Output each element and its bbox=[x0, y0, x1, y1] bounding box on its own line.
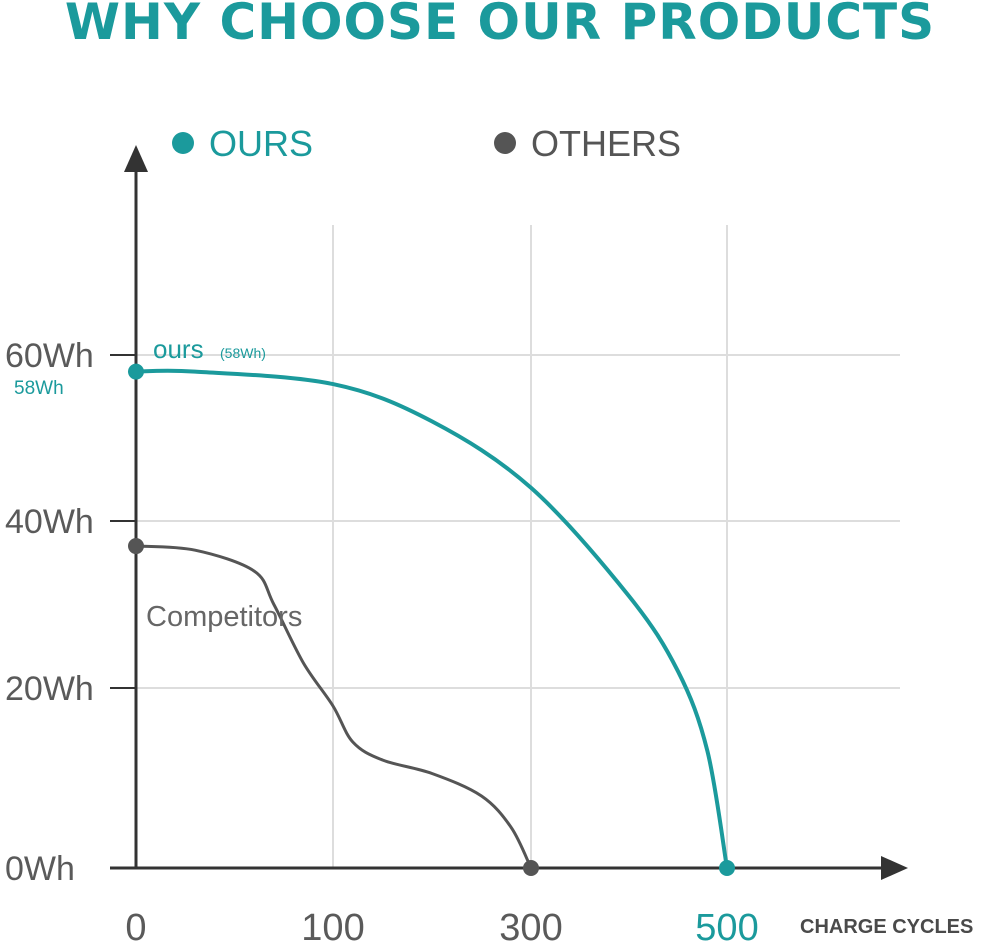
annotation-ours-label: ours bbox=[153, 334, 204, 364]
y-tick-label: 40Wh bbox=[5, 503, 94, 541]
x-tick-label: 300 bbox=[499, 907, 562, 945]
x-axis-arrow-icon bbox=[881, 856, 908, 880]
y-tick-label: 20Wh bbox=[5, 670, 94, 708]
legend-label-others: OTHERS bbox=[531, 123, 681, 164]
x-tick-label: 0 bbox=[125, 907, 146, 945]
x-axis-label: CHARGE CYCLES bbox=[800, 916, 973, 938]
y-tick-label: 60Wh bbox=[5, 337, 94, 375]
data-point-others-end bbox=[523, 860, 539, 876]
annotation-others-label: Competitors bbox=[146, 601, 302, 633]
data-point-others-start bbox=[128, 538, 144, 555]
series-line-others bbox=[135, 544, 533, 869]
y-tick-label: 0Wh bbox=[5, 850, 75, 888]
annotation-ours-start-value: 58Wh bbox=[14, 378, 64, 399]
data-point-ours-end bbox=[719, 860, 735, 876]
series-line-ours bbox=[135, 368, 729, 869]
data-point-ours-start bbox=[128, 363, 144, 380]
x-tick-label: 500 bbox=[695, 907, 758, 945]
y-axis-arrow-icon bbox=[124, 145, 148, 172]
annotation-ours-note: (58Wh) bbox=[220, 345, 266, 361]
legend-marker-others bbox=[494, 132, 516, 154]
legend-label-ours: OURS bbox=[209, 123, 313, 164]
legend-marker-ours bbox=[172, 132, 194, 154]
page-title: WHY CHOOSE OUR PRODUCTS bbox=[64, 0, 936, 51]
x-tick-label: 100 bbox=[301, 907, 364, 945]
